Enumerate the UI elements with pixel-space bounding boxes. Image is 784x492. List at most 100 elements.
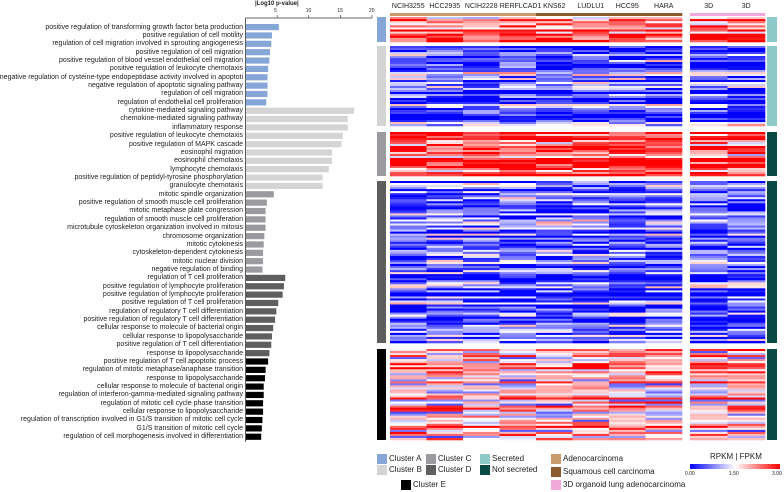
heatmap-cell xyxy=(499,78,537,81)
heatmap-cell xyxy=(645,377,683,380)
heatmap-cell xyxy=(609,170,646,173)
heatmap-cell xyxy=(690,389,728,392)
heatmap-cell xyxy=(390,221,427,224)
heatmap-cell xyxy=(727,249,766,253)
heatmap-cell xyxy=(609,80,646,83)
heatmap-cell xyxy=(426,170,464,173)
heatmap-cell xyxy=(727,62,766,65)
heatmap-cell xyxy=(609,286,646,289)
column-group-bar xyxy=(727,13,766,16)
heatmap-cell xyxy=(426,96,464,99)
heatmap-cell xyxy=(727,257,766,261)
heatmap-cell xyxy=(609,318,646,322)
heatmap-cell xyxy=(645,104,683,107)
heatmap-cell xyxy=(690,19,728,22)
go-term-label: regulation of endothelial cell prolifera… xyxy=(117,98,243,106)
heatmap-cell xyxy=(690,237,728,241)
heatmap-cell xyxy=(645,405,683,408)
heatmap-cell xyxy=(426,415,464,419)
heatmap-cell xyxy=(463,56,500,59)
heatmap-cell xyxy=(499,233,537,236)
heatmap-cell xyxy=(690,229,728,232)
go-term-label: lymphocyte chemotaxis xyxy=(170,165,243,173)
heatmap-cell xyxy=(572,181,610,184)
heatmap-cell xyxy=(463,264,500,267)
heatmap-cell xyxy=(609,351,646,354)
heatmap-cell xyxy=(690,399,728,402)
heatmap-cell xyxy=(645,255,683,259)
heatmap-cell xyxy=(609,377,646,380)
heatmap-cell xyxy=(609,52,646,55)
secretion-bar xyxy=(767,46,777,126)
heatmap-cell xyxy=(536,332,573,336)
bar xyxy=(246,249,264,256)
heatmap-cell xyxy=(727,118,766,121)
heatmap-cell xyxy=(609,187,646,190)
heatmap-cell xyxy=(536,195,573,198)
heatmap-cell xyxy=(426,427,464,431)
heatmap-cell xyxy=(572,138,610,141)
heatmap-cell xyxy=(499,266,537,269)
heatmap-cell xyxy=(499,278,537,281)
heatmap-cell xyxy=(727,48,766,51)
column-header: HCC95 xyxy=(615,3,639,10)
heatmap-cell xyxy=(609,66,646,69)
heatmap-cell xyxy=(690,199,728,202)
heatmap-cell xyxy=(727,221,766,224)
heatmap-cell xyxy=(536,205,573,208)
heatmap-cell xyxy=(727,288,766,291)
heatmap-cell xyxy=(426,27,464,30)
bar xyxy=(246,149,333,156)
heatmap-cell xyxy=(690,284,728,287)
heatmap-cell xyxy=(690,227,728,230)
heatmap-cell xyxy=(499,284,537,287)
heatmap-cell xyxy=(390,306,427,309)
heatmap-cell xyxy=(609,296,646,299)
heatmap-cell xyxy=(426,367,464,370)
heatmap-cell xyxy=(499,146,537,149)
heatmap-cell xyxy=(727,389,766,392)
heatmap-cell xyxy=(536,361,573,364)
heatmap-cell xyxy=(499,54,537,57)
heatmap-cell xyxy=(645,262,683,265)
bar xyxy=(246,375,265,382)
heatmap-cell xyxy=(609,395,646,398)
heatmap-cell xyxy=(609,257,646,261)
heatmap-cell xyxy=(536,56,573,59)
heatmap-cell xyxy=(572,249,610,253)
heatmap-cell xyxy=(645,136,683,139)
heatmap-cell xyxy=(536,375,573,378)
heatmap-cell xyxy=(463,355,500,358)
heatmap-cell xyxy=(390,84,427,87)
bar xyxy=(246,241,264,248)
heatmap-cell xyxy=(727,86,766,89)
heatmap-cell xyxy=(645,359,683,362)
heatmap-cell xyxy=(390,429,427,433)
heatmap-cell xyxy=(727,98,766,101)
heatmap-cell xyxy=(499,76,537,79)
heatmap-cell xyxy=(609,355,646,358)
heatmap-cell xyxy=(426,106,464,109)
heatmap-cell xyxy=(645,393,683,396)
heatmap-cell xyxy=(426,274,464,277)
swatch xyxy=(551,467,561,477)
heatmap-cell xyxy=(727,102,766,105)
heatmap-cell xyxy=(645,203,683,206)
heatmap-cell xyxy=(690,290,728,293)
heatmap-cell xyxy=(536,405,573,408)
heatmap-cell xyxy=(690,102,728,105)
heatmap-cell xyxy=(390,39,427,43)
heatmap-cell xyxy=(690,56,728,59)
heatmap-cell xyxy=(727,316,766,319)
heatmap-cell xyxy=(645,231,683,234)
heatmap-cell xyxy=(426,328,464,332)
heatmap-cell xyxy=(426,33,464,37)
heatmap-cell xyxy=(536,292,573,295)
heatmap-cell xyxy=(572,367,610,370)
bar xyxy=(246,191,274,198)
column-group-bar xyxy=(690,13,728,16)
go-term-label: cellular response to lipopolysaccharide xyxy=(122,408,243,416)
heatmap-cell xyxy=(536,164,573,167)
heatmap-cell xyxy=(390,419,427,423)
heatmap-cell xyxy=(536,231,573,234)
